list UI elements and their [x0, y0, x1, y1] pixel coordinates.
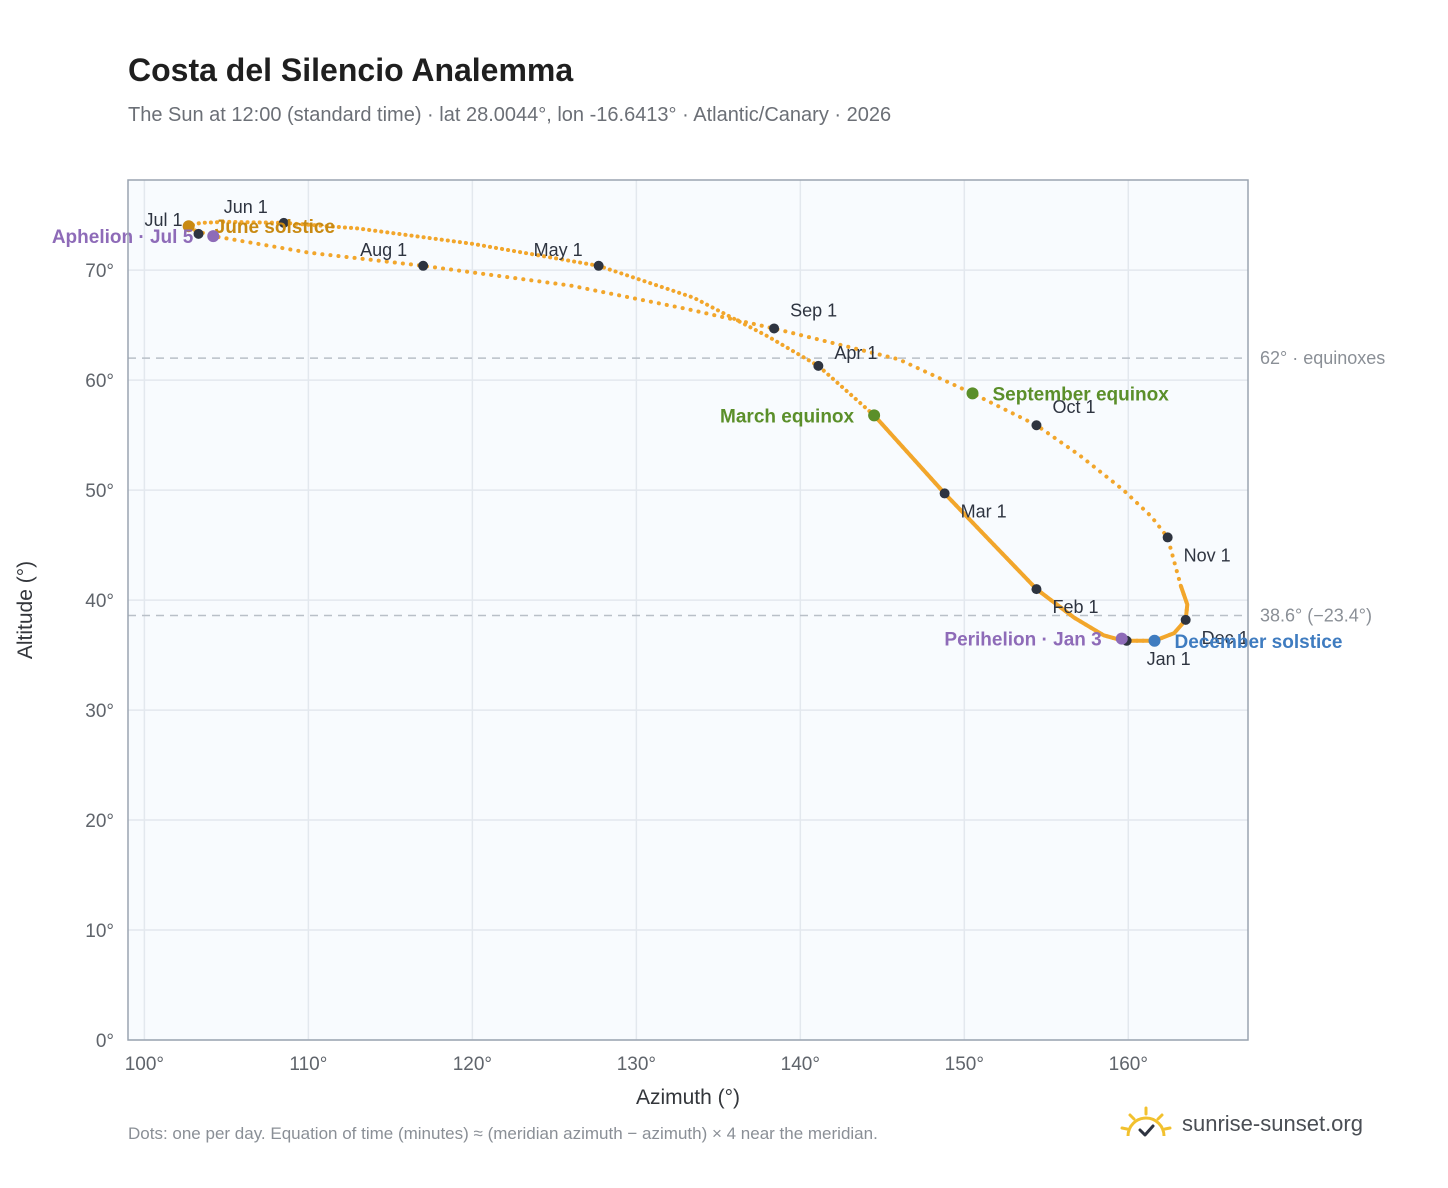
x-tick-label: 150° [945, 1054, 984, 1075]
chart-subtitle: The Sun at 12:00 (standard time) · lat 2… [128, 104, 892, 126]
event-marker [182, 220, 195, 233]
event-label: March equinox [720, 406, 855, 427]
chart-title: Costa del Silencio Analemma [128, 52, 574, 88]
event-label: Aphelion · Jul 5 [52, 227, 194, 248]
month-marker [193, 228, 204, 239]
y-tick-label: 70° [85, 261, 114, 282]
event-marker [1115, 632, 1128, 645]
y-tick-label: 60° [85, 371, 114, 392]
month-label: Jun 1 [224, 197, 268, 217]
month-marker [1031, 420, 1042, 431]
reference-lines: 62° · equinoxes 38.6° (−23.4°) [128, 348, 1385, 625]
brand[interactable]: sunrise-sunset.org [1120, 1102, 1363, 1146]
month-label: Feb 1 [1052, 597, 1098, 617]
month-label: May 1 [534, 240, 583, 260]
y-axis-label: Altitude (°) [14, 561, 37, 659]
y-tick-label: 50° [85, 481, 114, 502]
month-label: Apr 1 [834, 343, 877, 363]
month-marker [1180, 614, 1191, 625]
month-label: Aug 1 [360, 240, 407, 260]
y-tick-label: 20° [85, 811, 114, 832]
event-label: June solstice [215, 217, 335, 238]
plot-frame [127, 179, 1249, 1041]
month-marker [593, 260, 604, 271]
event-marker [868, 409, 881, 422]
x-tick-label: 100° [125, 1054, 164, 1075]
month-marker [278, 217, 289, 228]
event-markers: March equinox September equinox June solst… [52, 217, 1343, 653]
event-marker [207, 230, 220, 243]
x-tick-label: 110° [289, 1054, 327, 1075]
x-tick-label: 120° [453, 1054, 492, 1075]
month-label: Dec 1 [1202, 628, 1249, 648]
event-label: Perihelion · Jan 3 [944, 630, 1101, 651]
month-marker [1162, 532, 1173, 543]
month-label: Oct 1 [1052, 397, 1095, 417]
month-marker [769, 323, 780, 334]
y-tick-label: 30° [85, 701, 114, 722]
y-tick-label: 40° [85, 591, 114, 612]
x-axis-label: Azimuth (°) [636, 1086, 740, 1109]
x-tick-label: 140° [781, 1054, 820, 1075]
event-label: September equinox [993, 384, 1170, 405]
event-marker [966, 387, 979, 400]
month-label: Mar 1 [961, 501, 1007, 521]
month-marker [418, 260, 429, 271]
month-label: Nov 1 [1184, 545, 1231, 565]
brand-name[interactable]: sunrise-sunset.org [1182, 1111, 1363, 1136]
event-marker [1148, 634, 1161, 647]
month-marker [813, 360, 824, 371]
event-label: December solstice [1175, 632, 1343, 653]
month-marker [1031, 584, 1042, 595]
sun-check-icon [1120, 1106, 1172, 1137]
x-tick-label: 130° [617, 1054, 656, 1075]
reference-line-label: 38.6° (−23.4°) [1260, 605, 1372, 625]
month-marker [939, 488, 950, 499]
x-tick-label: 160° [1109, 1054, 1148, 1075]
month-markers: Jan 1 Feb 1 Mar 1 Apr 1 May 1 Jun 1 Jul 1 Aug 1… [144, 197, 1248, 669]
reference-line-label: 62° · equinoxes [1260, 348, 1385, 368]
y-tick-label: 10° [85, 921, 114, 942]
month-label: Jul 1 [144, 210, 182, 230]
grid-lines [128, 180, 1248, 1041]
footnote: Dots: one per day. Equation of time (min… [128, 1124, 878, 1143]
axes: 100° 110° 120° 130° 140° 150° 160° 0° 10° 20° 30° 4… [14, 261, 1148, 1109]
y-tick-label: 0° [96, 1031, 114, 1052]
month-label: Sep 1 [790, 300, 837, 320]
month-label: Jan 1 [1147, 649, 1191, 669]
